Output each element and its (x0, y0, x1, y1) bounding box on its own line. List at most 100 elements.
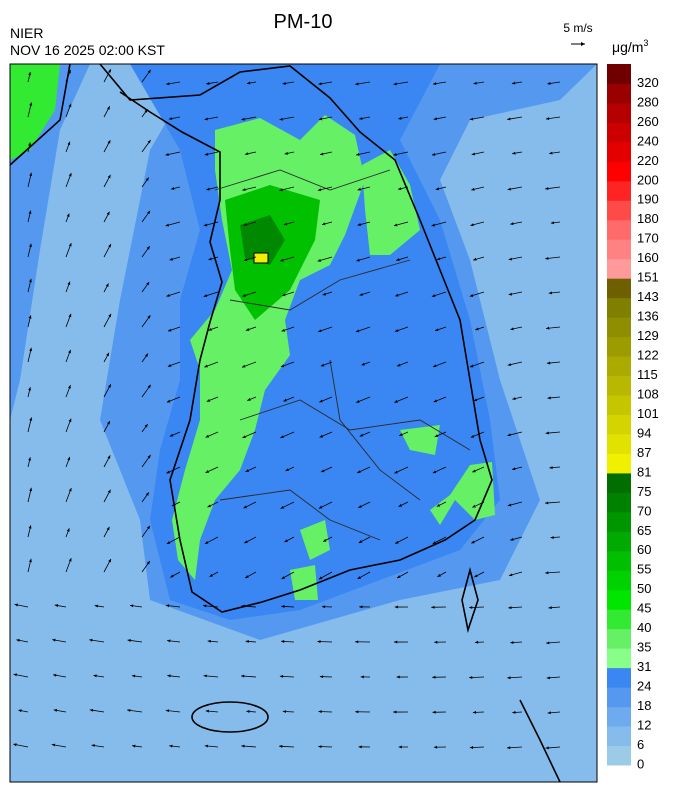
wind-arrow-head (318, 505, 323, 509)
wind-arrow-head (510, 327, 514, 331)
wind-arrow-head (146, 246, 150, 250)
wind-arrow-head (146, 561, 150, 565)
wind-arrow-head (107, 174, 111, 179)
wind-arrow-head (545, 501, 549, 505)
wind-arrow-head (550, 221, 555, 225)
wind-arrow-head (356, 258, 360, 262)
color-swatch (607, 511, 631, 532)
wind-arrow-head (433, 82, 437, 86)
colorbar-label: 190 (637, 192, 659, 207)
wind-arrow-head (396, 675, 400, 679)
wind-arrow-head (108, 69, 111, 73)
colorbar-label: 6 (637, 737, 644, 752)
title: PM-10 (274, 11, 333, 33)
wind-arrow-head (144, 109, 148, 113)
wind-arrow-head (318, 82, 322, 86)
wind-arrow-head (166, 470, 170, 474)
wind-arrow-head (68, 243, 72, 247)
wind-arrow-head (66, 213, 70, 218)
wind-arrow-head (469, 117, 474, 121)
colorbar-label: 170 (637, 231, 659, 246)
wind-arrow-head (432, 541, 437, 544)
wind-arrow-head (548, 291, 553, 295)
wind-arrow-head (398, 116, 402, 120)
wind-arrow-head (167, 639, 171, 643)
wind-arrow-head (167, 364, 172, 367)
wind-arrow-head (67, 385, 71, 389)
wind-arrow-head (203, 604, 207, 608)
unit: μg/m3 (612, 38, 648, 55)
wind-arrow-head (512, 467, 516, 471)
colorbar-label: 115 (637, 367, 658, 382)
wind-arrow-head (106, 352, 109, 357)
wind-arrow-head (395, 293, 399, 297)
wind-arrow-head (323, 538, 327, 542)
color-swatch (607, 219, 631, 240)
wind-arrow-head (51, 743, 56, 747)
wind-arrow-head (28, 243, 32, 248)
wind-arrow-head (242, 435, 246, 438)
wind-arrow-head (106, 211, 110, 216)
wind-arrow-head (508, 257, 513, 261)
wind-arrow-head (432, 675, 436, 679)
wind-arrow-head (359, 605, 363, 609)
wind-arrow-head (169, 744, 173, 748)
wind-arrow-head (471, 540, 475, 544)
wind-arrow-head (284, 151, 289, 155)
wind-arrow-head (29, 417, 33, 421)
color-swatch (607, 648, 631, 669)
color-swatch (607, 745, 631, 766)
colorbar-label: 31 (637, 659, 651, 674)
wind-arrow-head (165, 152, 169, 156)
wind-arrow-head (547, 81, 551, 85)
wind-arrow-head (511, 81, 516, 85)
wind-arrow-head (471, 152, 476, 156)
wind-arrow-head (204, 117, 208, 121)
wind-arrow-head (318, 710, 322, 714)
wind-arrow-head (245, 469, 250, 472)
wind-arrow-head (146, 281, 150, 286)
wind-arrow-head (206, 398, 211, 402)
wind-arrow-head (29, 172, 33, 177)
wind-arrow-head (68, 103, 72, 108)
wind-arrow-head (509, 573, 513, 577)
wind-arrow-head (321, 469, 325, 473)
wind-arrow-head (67, 281, 71, 286)
colorbar-label: 35 (637, 640, 651, 655)
wind-arrow-head (280, 364, 285, 368)
wind-arrow-head (282, 710, 287, 714)
wind-arrow-head (434, 640, 438, 644)
wind-arrow-head (434, 434, 439, 437)
wind-arrow-head (470, 223, 474, 227)
wind-arrow-head (28, 387, 32, 391)
wind-arrow-head (431, 294, 436, 297)
wind-arrow-head (433, 745, 438, 749)
wind-arrow-head (107, 455, 111, 459)
wind-arrow-head (431, 605, 435, 609)
wind-arrow-head (108, 558, 111, 563)
wind-arrow-head (168, 117, 173, 120)
colorbar-label: 65 (637, 523, 651, 538)
colorbar-label: 180 (637, 211, 659, 226)
wind-arrow-head (165, 604, 170, 608)
wind-arrow-head (472, 469, 476, 473)
color-swatch (607, 64, 631, 84)
wind-arrow-head (206, 81, 210, 85)
wind-arrow-head (107, 489, 111, 494)
wind-arrow-head (171, 186, 175, 190)
wind-arrow-head (317, 258, 322, 262)
wind-arrow-head (472, 504, 476, 508)
wind-arrow-head (512, 397, 516, 401)
wind-arrow-head (68, 558, 72, 562)
wind-arrow-head (245, 575, 249, 578)
wind-arrow-head (545, 571, 549, 575)
wind-arrow-head (29, 347, 33, 352)
wind-arrow-head (431, 223, 435, 227)
wind-arrow-head (432, 710, 436, 714)
wind-arrow-head (108, 384, 111, 388)
wind-arrow-head (394, 470, 398, 474)
colorbar-label: 45 (637, 601, 651, 616)
wind-arrow-head (507, 676, 511, 680)
wind-arrow-head (241, 744, 245, 748)
wind-arrow-head (512, 710, 516, 714)
